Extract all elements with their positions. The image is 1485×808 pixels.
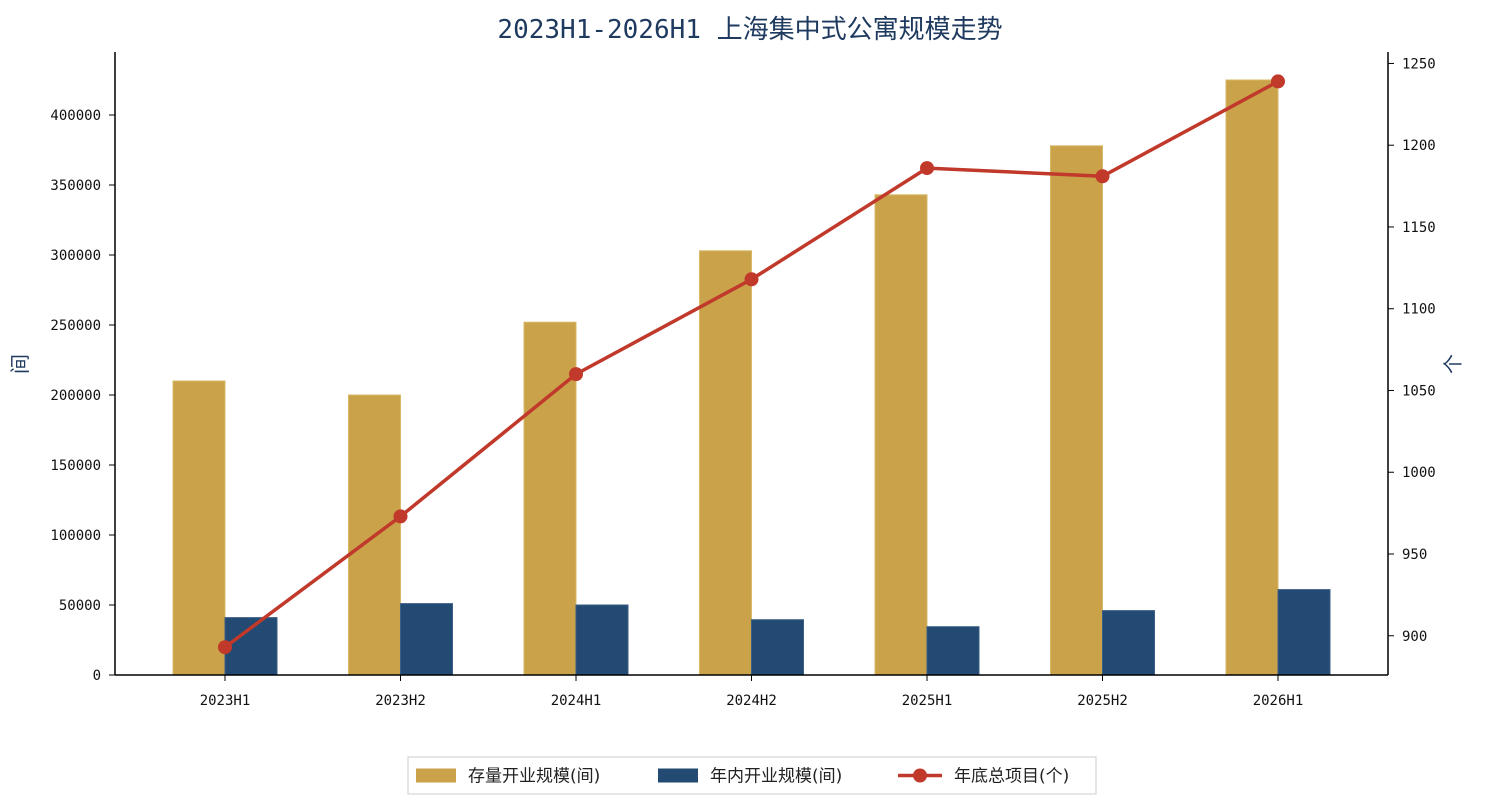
y-tick-right-label: 1250 — [1402, 56, 1436, 72]
bar-new-2024H2 — [751, 619, 804, 676]
bar-new-2026H1 — [1277, 589, 1331, 676]
chart-title: 2023H1-2026H1 上海集中式公寓规模走势 — [497, 15, 1002, 45]
axes-layer: 0 50000 100000 150000 200000 250000 300000 3500… — [50, 52, 1436, 709]
legend-frame — [407, 756, 1097, 795]
bar-stock-2024H2 — [699, 250, 752, 676]
bar-stock-2023H1 — [172, 380, 226, 676]
x-tick-label: 2023H2 — [375, 693, 426, 709]
y-tick-left-label: 50000 — [59, 598, 101, 614]
legend-label-1: 年内开业规模(间) — [710, 767, 842, 787]
legend-swatch-0 — [416, 768, 456, 783]
bar-stock-2025H2 — [1050, 145, 1103, 676]
y-tick-right-label: 1150 — [1402, 220, 1436, 236]
y-tick-left-label: 250000 — [50, 318, 101, 334]
bar-stock-2024H1 — [523, 321, 577, 676]
point-total-projects-2023H2 — [393, 509, 408, 524]
bars-layer — [172, 79, 1331, 676]
y-tick-right-label: 900 — [1402, 629, 1427, 645]
bar-new-2025H1 — [926, 626, 980, 676]
y-axis-right-title: 个 — [1441, 354, 1465, 374]
y-tick-right-label: 1100 — [1402, 302, 1436, 318]
y-tick-left-label: 100000 — [50, 528, 101, 544]
y-tick-left-label: 300000 — [50, 248, 101, 264]
y-tick-left-label: 400000 — [50, 108, 101, 124]
point-total-projects-2025H2 — [1095, 169, 1110, 184]
point-total-projects-2024H2 — [744, 272, 759, 287]
point-total-projects-2026H1 — [1271, 74, 1285, 89]
bar-stock-2026H1 — [1225, 79, 1279, 676]
legend-label-0: 存量开业规模(间) — [468, 767, 600, 787]
legend-label-2: 年底总项目(个) — [954, 767, 1069, 787]
y-tick-right-label: 1050 — [1402, 383, 1436, 399]
legend: 存量开业规模(间) 年内开业规模(间) 年底总项目(个) — [407, 756, 1097, 795]
y-axis-left-title: 间 — [8, 354, 32, 374]
legend-swatch-1 — [658, 768, 698, 783]
bar-new-2024H1 — [575, 604, 629, 676]
y-tick-left-label: 150000 — [50, 458, 101, 474]
point-total-projects-2024H1 — [569, 367, 583, 382]
point-total-projects-2025H1 — [920, 161, 934, 176]
x-tick-label: 2025H1 — [902, 693, 953, 709]
x-tick-label: 2025H2 — [1077, 693, 1128, 709]
bar-stock-2025H1 — [874, 194, 928, 676]
y-tick-left-label: 350000 — [50, 178, 101, 194]
y-tick-right-label: 950 — [1402, 547, 1427, 563]
x-tick-label: 2024H2 — [726, 693, 777, 709]
x-tick-label: 2026H1 — [1253, 693, 1304, 709]
point-total-projects-2023H1 — [218, 640, 232, 655]
bar-new-2025H2 — [1102, 610, 1155, 676]
legend-swatch-marker — [913, 768, 927, 783]
y-tick-right-label: 1200 — [1402, 138, 1436, 154]
bar-new-2023H2 — [400, 603, 453, 676]
x-tick-label: 2024H1 — [551, 693, 602, 709]
y-tick-left-label: 200000 — [50, 388, 101, 404]
x-tick-label: 2023H1 — [200, 693, 251, 709]
line-layer — [218, 74, 1285, 655]
y-tick-left-label: 0 — [93, 668, 101, 684]
y-tick-right-label: 1000 — [1402, 465, 1436, 481]
